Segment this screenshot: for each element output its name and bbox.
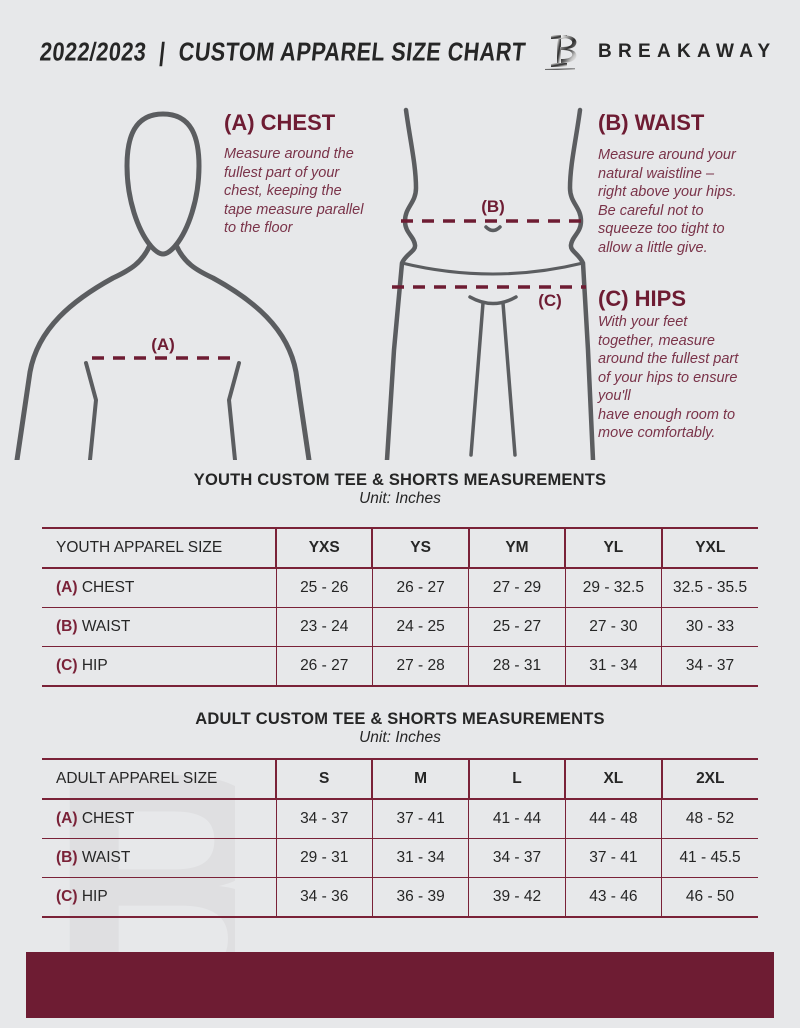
svg-text:(B): (B) bbox=[481, 197, 505, 216]
svg-text:(A): (A) bbox=[151, 335, 175, 354]
svg-text:(C): (C) bbox=[538, 291, 562, 310]
